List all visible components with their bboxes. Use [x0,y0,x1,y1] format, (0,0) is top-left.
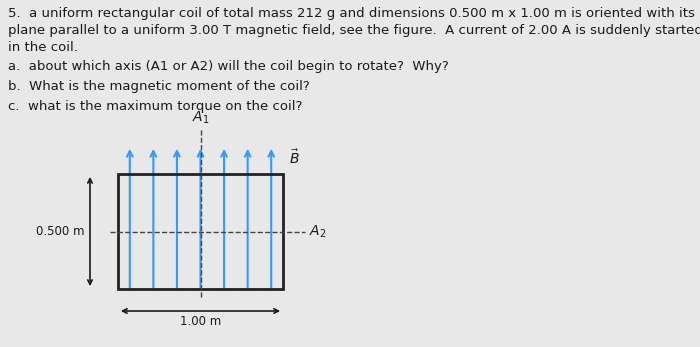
Text: $\vec{B}$: $\vec{B}$ [289,148,300,167]
Text: plane parallel to a uniform 3.00 T magnetic field, see the figure.  A current of: plane parallel to a uniform 3.00 T magne… [8,24,700,37]
Text: a.  about which axis (A1 or A2) will the coil begin to rotate?  Why?: a. about which axis (A1 or A2) will the … [8,60,449,73]
Text: c.  what is the maximum torque on the coil?: c. what is the maximum torque on the coi… [8,100,302,113]
Text: 1.00 m: 1.00 m [180,315,221,328]
Bar [118,174,283,289]
Text: $A_2$: $A_2$ [309,223,326,240]
Text: $A_1$: $A_1$ [192,110,209,126]
Text: b.  What is the magnetic moment of the coil?: b. What is the magnetic moment of the co… [8,80,309,93]
Text: in the coil.: in the coil. [8,41,78,54]
Text: 0.500 m: 0.500 m [36,225,85,238]
Text: 5.  a uniform rectangular coil of total mass 212 g and dimensions 0.500 m x 1.00: 5. a uniform rectangular coil of total m… [8,7,695,20]
